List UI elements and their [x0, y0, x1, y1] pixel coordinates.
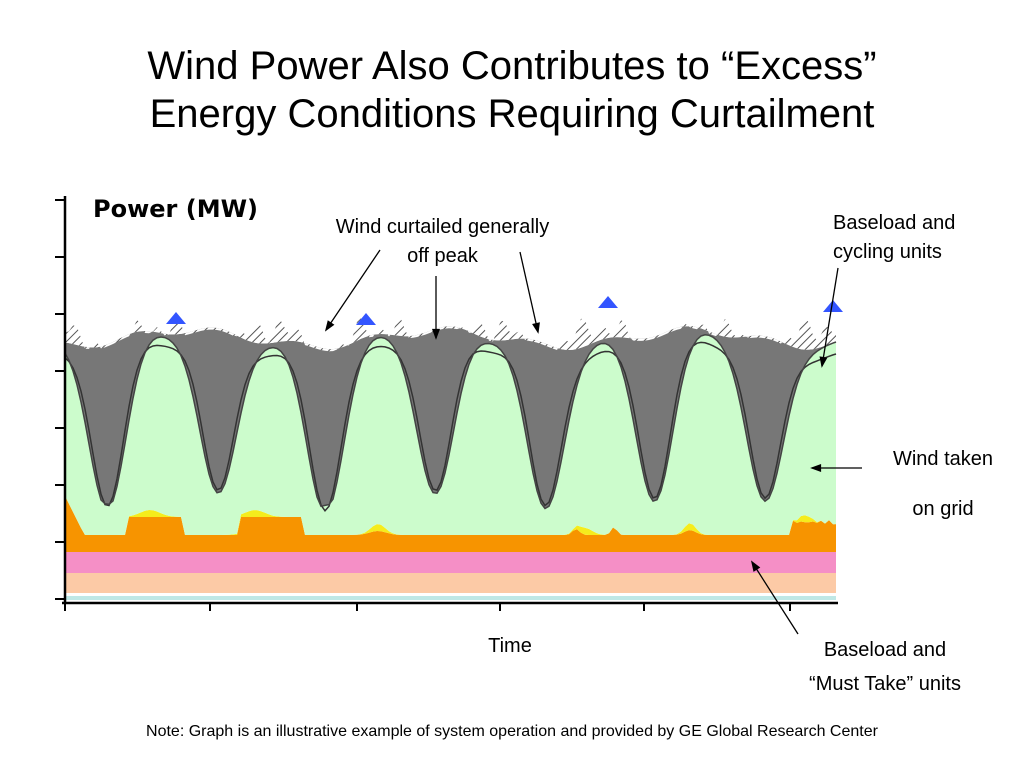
- band-orange-units: [65, 496, 836, 552]
- annotation-baseload-must-take: Baseload and “Must Take” units: [770, 633, 1000, 701]
- annotation-wind-curtailed-line-2: off peak: [407, 245, 478, 267]
- peak-marker-3: [598, 296, 618, 308]
- arrow-baseload-must-take-head: [750, 560, 761, 572]
- annotation-wind-taken-line-1: Wind taken: [892, 448, 994, 470]
- arrow-baseload-cycling: [821, 267, 839, 367]
- peak-marker-1: [166, 312, 186, 324]
- band-base-pink: [65, 552, 836, 573]
- band-base-peach: [65, 573, 836, 593]
- x-axis-label: Time: [488, 635, 532, 657]
- arrow-curtailed-left: [325, 249, 381, 331]
- annotation-baseload-cycling-line-2: cycling units: [833, 241, 942, 263]
- peak-marker-4: [823, 300, 843, 312]
- annotation-wind-curtailed-line-1: Wind curtailed generally: [335, 216, 550, 238]
- slide-title-line-1: Wind Power Also Contributes to “Excess”: [147, 44, 877, 88]
- arrow-baseload-cycling-head: [819, 356, 828, 368]
- annotation-baseload-must-take-line-1: Baseload and: [823, 639, 947, 661]
- chart-title: Power (MW): [93, 195, 258, 223]
- slide-title-line-2: Energy Conditions Requiring Curtailment: [149, 92, 875, 136]
- slide-title: Wind Power Also Contributes to “Excess” …: [0, 42, 1024, 138]
- footnote: Note: Graph is an illustrative example o…: [146, 723, 878, 740]
- cycling-lower-edge: [64, 334, 837, 510]
- annotation-baseload-cycling-line-1: Baseload and: [833, 212, 956, 234]
- band-wind-taken: [65, 334, 836, 535]
- peak-marker-2: [356, 313, 376, 325]
- annotation-wind-taken-line-2: on grid: [912, 498, 974, 520]
- arrow-curtailed-right-head: [532, 322, 540, 334]
- arrow-curtailed-center-head: [431, 328, 441, 340]
- band-wind-curtailed: [65, 317, 836, 352]
- annotation-baseload-must-take-line-2: “Must Take” units: [809, 673, 961, 695]
- arrow-curtailed-right: [519, 251, 539, 333]
- band-base-teal: [65, 596, 836, 600]
- annotation-baseload-cycling: Baseload and cycling units: [833, 209, 1003, 267]
- arrow-baseload-must-take: [751, 561, 799, 635]
- arrow-curtailed-left-head: [324, 320, 335, 332]
- cycling-inner-line: [64, 341, 837, 513]
- annotation-wind-taken: Wind taken on grid: [868, 434, 1018, 534]
- arrow-wind-taken-head: [810, 463, 822, 473]
- annotation-wind-curtailed: Wind curtailed generally off peak: [300, 213, 585, 271]
